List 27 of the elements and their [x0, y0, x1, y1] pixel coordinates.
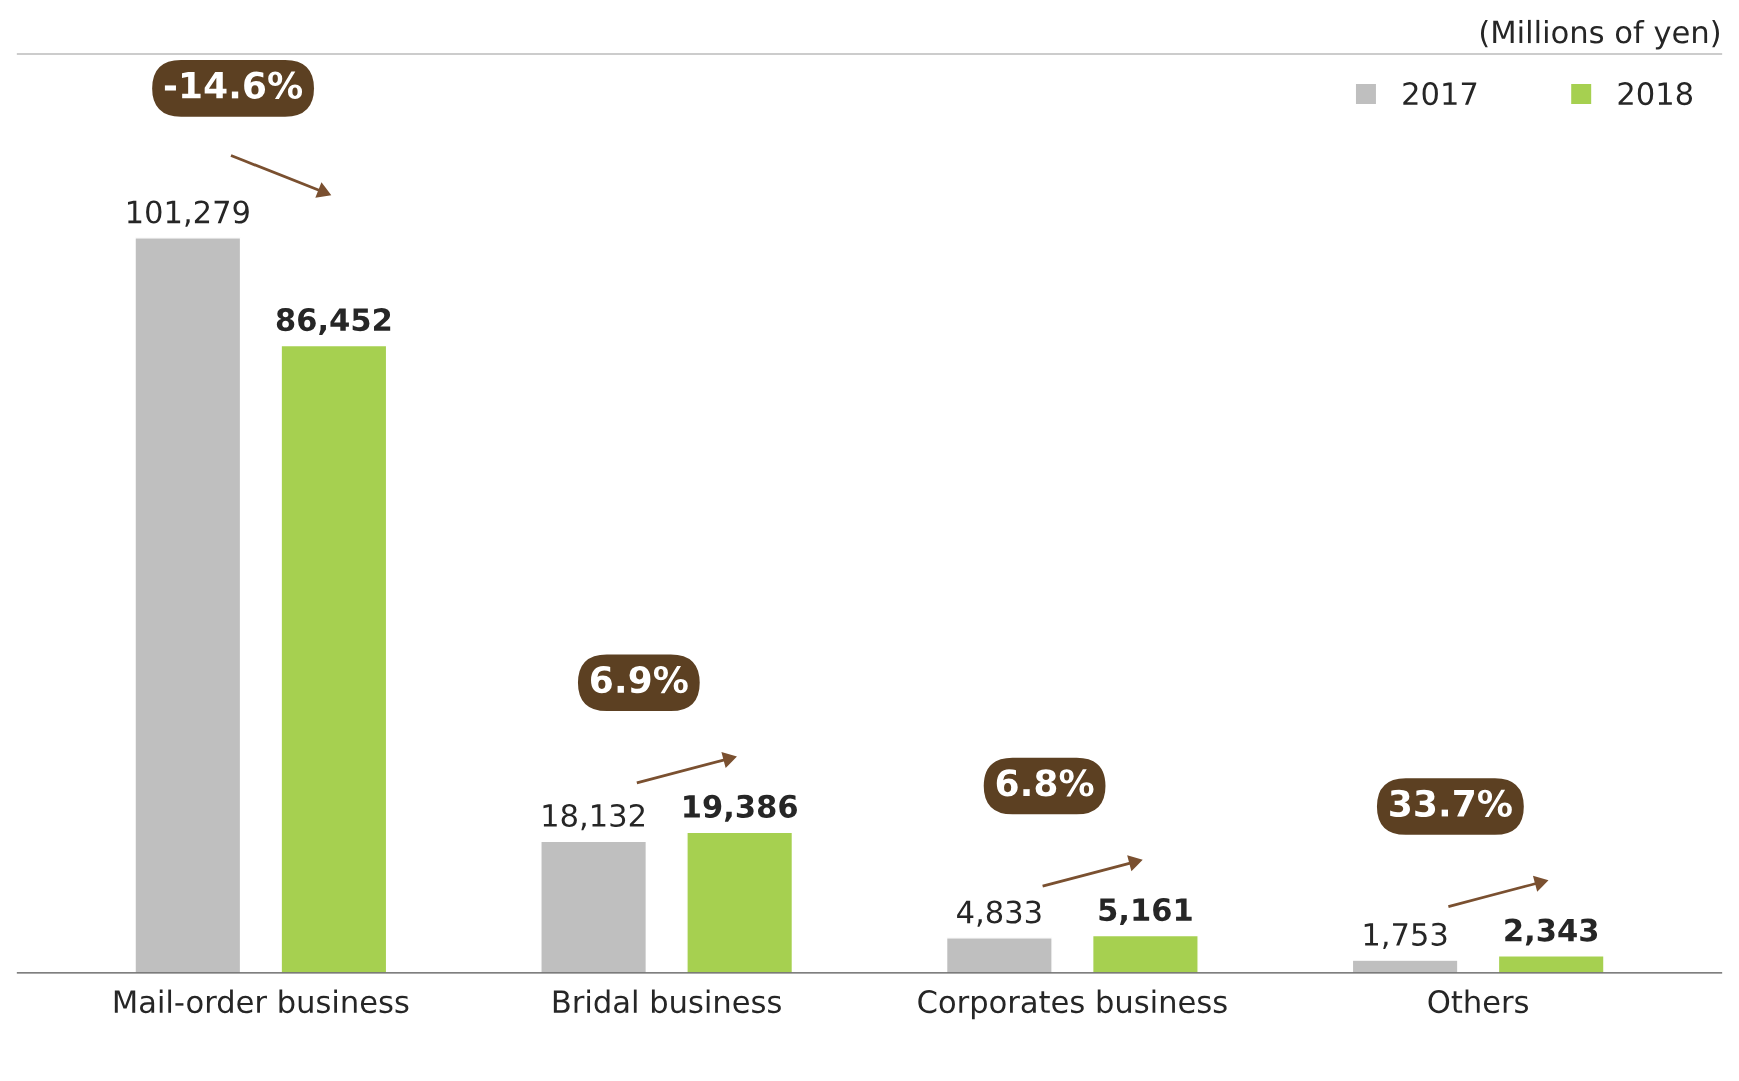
bar [686, 831, 794, 973]
data-label: 1,753 [1364, 922, 1447, 950]
annotation: 33.7% [1390, 789, 1512, 817]
bar [280, 344, 388, 973]
text: (Millions of yen) [1480, 19, 1719, 50]
bar [1351, 959, 1459, 973]
bar [540, 840, 648, 973]
legend-label: 2018 [1618, 82, 1693, 106]
x-tick-label: Corporates business [918, 989, 1227, 1020]
bar [134, 237, 242, 973]
data-label: 101,279 [127, 200, 249, 227]
annotation: 6.9% [591, 665, 688, 694]
bar [1497, 955, 1605, 973]
bar [945, 937, 1053, 973]
x-tick-label: Bridal business [553, 989, 781, 1014]
data-label: 86,452 [276, 308, 391, 336]
data-label: 19,386 [684, 794, 797, 822]
data-label: 18,132 [543, 803, 644, 831]
data-label: 2,343 [1505, 918, 1598, 946]
text: -14.6% [164, 71, 303, 99]
data-label: 4,833 [957, 900, 1041, 927]
x-tick-label: Others [1428, 989, 1528, 1014]
annotation: 6.8% [996, 769, 1094, 797]
bar [1091, 934, 1199, 973]
x-tick-label: Mail-order business [114, 989, 409, 1014]
data-label: 5,161 [1099, 898, 1192, 926]
legend-label: 2017 [1403, 82, 1477, 106]
